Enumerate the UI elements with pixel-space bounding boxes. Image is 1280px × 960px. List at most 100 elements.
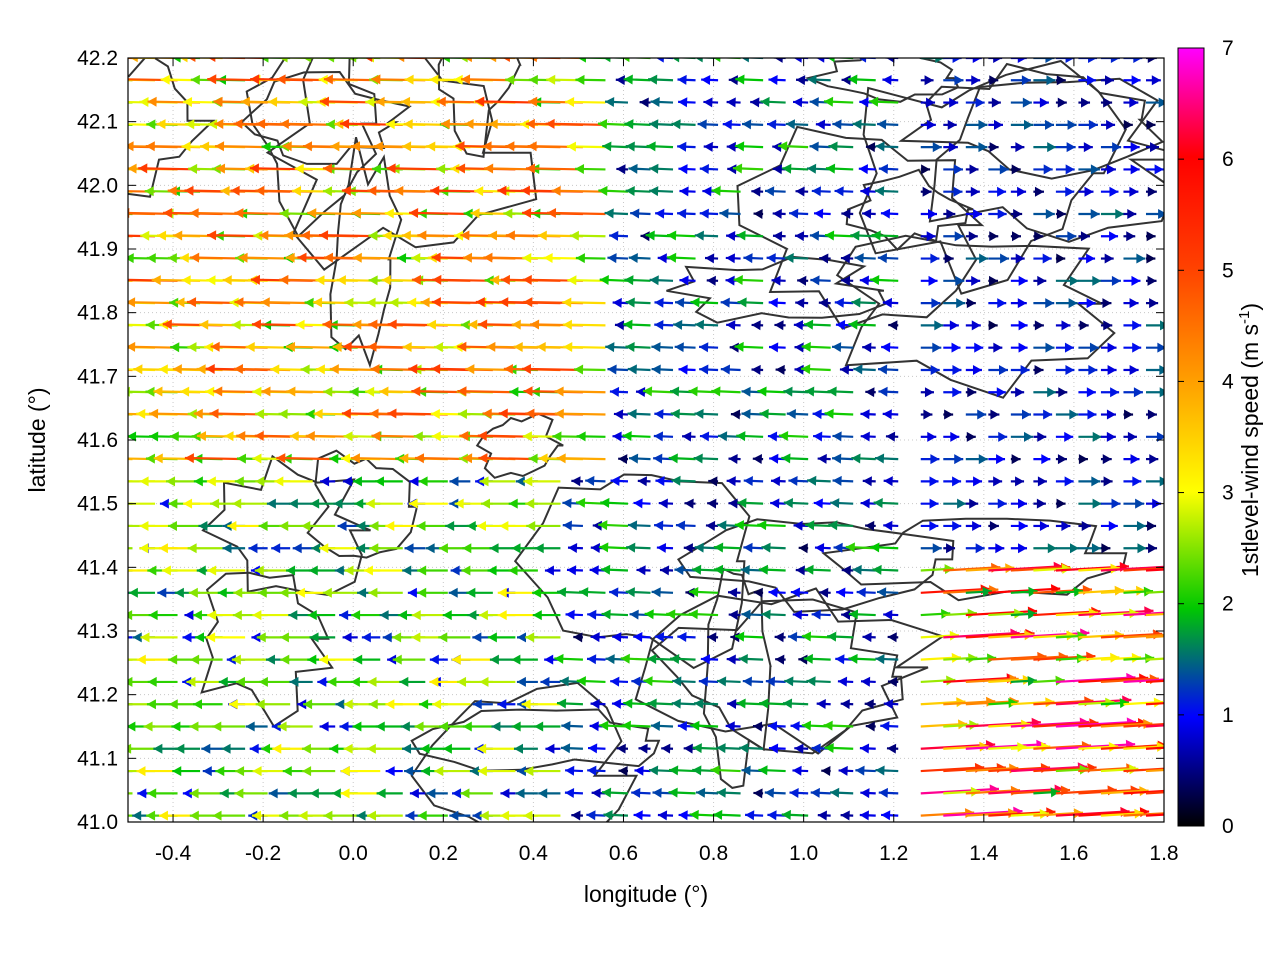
wind-arrow [497,587,538,598]
wind-arrow [477,743,516,754]
wind-arrow [544,565,561,576]
wind-arrow [965,431,976,442]
wind-arrow [426,788,448,799]
wind-arrow [694,230,719,241]
wind-arrow [739,743,764,754]
wind-arrow [625,297,651,308]
wind-arrow [830,787,854,798]
wind-arrow [877,253,899,264]
wind-arrow [920,119,936,130]
wind-arrow [1078,498,1102,509]
wind-arrow [766,119,786,130]
wind-arrow [511,721,538,732]
wind-arrow [585,475,606,486]
wind-arrow [773,58,786,63]
wind-arrow [289,676,313,687]
wind-arrow [651,364,674,375]
y-tick-label: 41.3 [77,620,118,643]
wind-arrow [778,141,809,152]
wind-arrow [920,342,942,353]
wind-arrow [193,699,223,710]
wind-arrow [556,698,583,709]
wind-arrow [318,654,358,665]
wind-arrow [1010,476,1025,487]
wind-arrow [874,186,899,197]
wind-arrow [872,564,899,575]
wind-arrow [625,141,651,152]
wind-arrow [920,164,931,175]
wind-arrow [440,58,471,63]
wind-arrow [804,386,831,397]
wind-arrow [1010,454,1021,465]
wind-arrow [1145,142,1160,153]
wind-arrow [819,253,831,264]
wind-arrow [1055,454,1067,465]
wind-arrow [477,766,516,777]
wind-arrow [385,766,403,777]
wind-arrow [671,119,696,130]
wind-arrow [633,498,651,509]
wind-arrow [831,342,854,353]
wind-arrow [1145,590,1164,594]
wind-arrow [670,408,696,419]
wind-arrow [753,208,764,219]
wind-arrow [764,186,786,197]
wind-arrow [817,810,831,821]
wind-arrow [877,119,899,130]
wind-arrow [1145,520,1157,531]
wind-arrow [352,252,403,263]
colorbar-gradient [1177,47,1205,827]
wind-arrow [1145,320,1164,331]
y-tick-label: 41.5 [77,493,118,516]
wind-arrow [266,498,291,509]
wind-arrow [1123,164,1140,175]
colorbar-tick-label: 5 [1222,259,1234,282]
wind-arrow [883,476,899,487]
wind-arrow [556,587,583,598]
wind-arrow [392,654,426,665]
wind-arrow [279,632,313,643]
wind-arrow [418,476,448,487]
wind-arrow [883,698,899,709]
wind-arrow [1055,97,1067,108]
wind-arrow [965,520,982,531]
wind-arrow [634,765,651,776]
wind-arrow [851,453,876,464]
wind-arrow [882,409,899,420]
wind-arrow [774,320,786,331]
wind-arrow [882,297,899,308]
wind-arrow [1078,476,1101,487]
wind-arrow [309,632,336,643]
wind-arrow [821,766,831,777]
wind-arrow [775,364,786,375]
wind-arrow [1033,476,1047,487]
wind-arrow [516,676,538,687]
wind-arrow [815,119,831,130]
wind-arrow [678,364,696,375]
wind-arrow [187,543,223,554]
wind-arrow [920,431,937,442]
contour-line [306,449,419,559]
wind-arrow [445,520,471,531]
wind-arrow [758,765,786,776]
wind-arrow [1100,543,1111,554]
wind-arrow [627,364,651,375]
wind-arrow [1010,231,1021,242]
wind-arrow [699,431,719,442]
wind-arrow [1055,298,1078,309]
wind-arrow [633,632,651,643]
wind-arrow [260,297,313,308]
wind-arrow [832,119,854,130]
wind-arrow [801,631,831,642]
wind-arrow [965,97,985,108]
wind-arrow [620,653,651,664]
wind-arrow [943,454,964,465]
wind-arrow [988,58,1003,63]
wind-arrow [865,721,876,732]
wind-arrow [988,364,1008,375]
wind-arrow [214,141,268,152]
wind-arrow [376,788,403,799]
wind-arrow [458,58,493,63]
wind-arrow [1033,119,1055,130]
wind-arrow [988,164,1009,175]
